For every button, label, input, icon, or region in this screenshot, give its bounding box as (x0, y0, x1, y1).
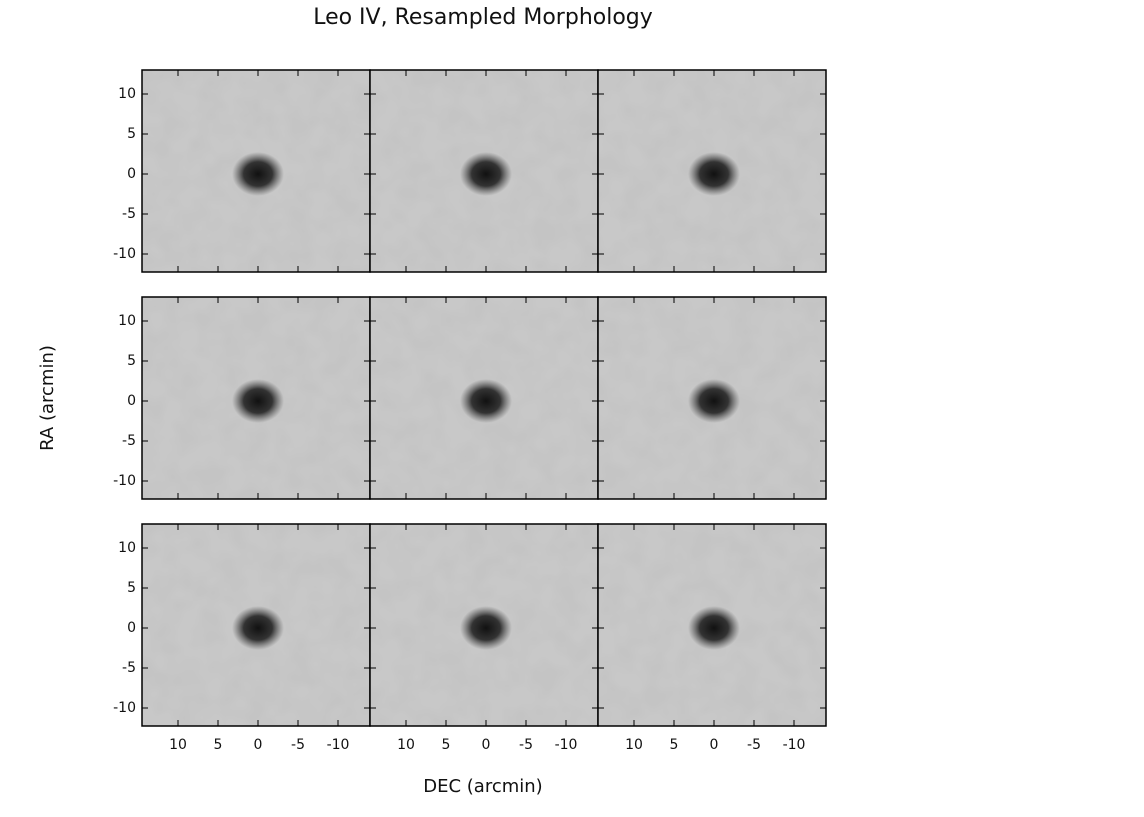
x-tick-label: 0 (254, 737, 263, 753)
panel: 10 5 0 -5 -10 10 5 0 -5 -10 (113, 523, 371, 753)
y-tick-label: -10 (113, 473, 136, 489)
x-tick-label: 10 (397, 737, 415, 753)
x-tick-label: 5 (670, 737, 679, 753)
image-core (460, 152, 512, 196)
y-tick-label: 0 (127, 393, 136, 409)
panel: 10 5 0 -5 -10 (113, 69, 371, 273)
y-tick-label: -5 (122, 660, 136, 676)
y-tick-label: 5 (127, 126, 136, 142)
panel: 10 5 0 -5 -10 (113, 296, 371, 500)
x-tick-label: -5 (291, 737, 305, 753)
x-tick-label: -5 (747, 737, 761, 753)
image-core (232, 379, 284, 423)
image-core (460, 379, 512, 423)
x-tick-label: 10 (169, 737, 187, 753)
y-tick-label: 5 (127, 353, 136, 369)
y-tick-label: -5 (122, 206, 136, 222)
x-tick-label: 0 (482, 737, 491, 753)
x-tick-label: 10 (625, 737, 643, 753)
x-axis-label: DEC (arcmin) (423, 776, 542, 797)
x-tick-label: 5 (214, 737, 223, 753)
image-core (688, 379, 740, 423)
y-tick-label: -10 (113, 700, 136, 716)
x-tick-label: -5 (519, 737, 533, 753)
panel (369, 296, 599, 500)
y-tick-label: 10 (118, 86, 136, 102)
y-tick-label: 10 (118, 540, 136, 556)
y-tick-label: 0 (127, 166, 136, 182)
image-core (232, 606, 284, 650)
y-tick-label: 5 (127, 580, 136, 596)
image-core (460, 606, 512, 650)
panel-frame (597, 69, 827, 273)
y-tick-label: 10 (118, 313, 136, 329)
panel (597, 69, 827, 273)
y-tick-label: 0 (127, 620, 136, 636)
x-tick-label: -10 (327, 737, 350, 753)
panels: 10 5 0 -5 -10 10 5 0 -5 -10 10 5 0 -5 -10 10 5 0 -5 -10 10 5 0… (113, 69, 827, 753)
x-tick-label: 5 (442, 737, 451, 753)
panel-frame (597, 523, 827, 727)
chart-title: Leo IV, Resampled Morphology (313, 5, 653, 30)
panel (597, 296, 827, 500)
image-core (688, 152, 740, 196)
panel: 10 5 0 -5 -10 (597, 523, 827, 753)
panel: 10 5 0 -5 -10 (369, 523, 599, 753)
x-tick-label: 0 (710, 737, 719, 753)
y-tick-label: -5 (122, 433, 136, 449)
y-tick-label: -10 (113, 246, 136, 262)
x-tick-label: -10 (783, 737, 806, 753)
panel-frame (597, 296, 827, 500)
panel (369, 69, 599, 273)
image-core (688, 606, 740, 650)
y-axis-label: RA (arcmin) (37, 345, 58, 451)
x-tick-label: -10 (555, 737, 578, 753)
image-core (232, 152, 284, 196)
